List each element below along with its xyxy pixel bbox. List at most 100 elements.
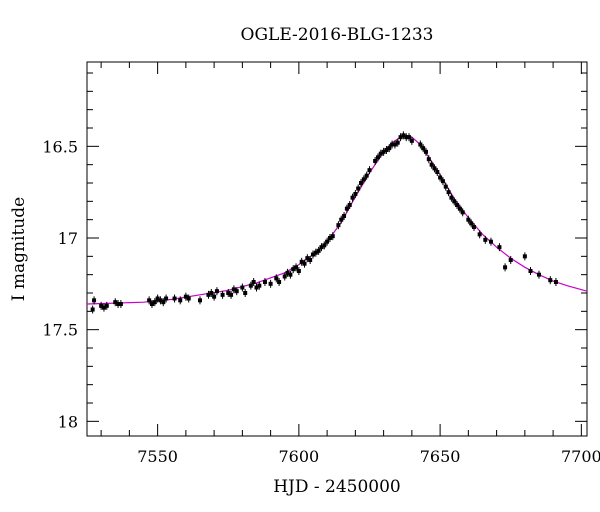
data-point [209, 289, 214, 297]
data-point [330, 232, 335, 241]
data-point [164, 294, 169, 303]
data-point [432, 164, 437, 173]
data-point [197, 296, 202, 305]
data-point [449, 193, 454, 202]
data-point [508, 256, 513, 264]
data-point [457, 204, 462, 213]
data-point [268, 279, 273, 288]
data-point [466, 215, 471, 224]
data-point [214, 287, 219, 296]
data-point [342, 212, 347, 220]
x-tick-label: 7650 [420, 447, 461, 466]
data-point [277, 278, 282, 286]
data-point [378, 149, 383, 158]
data-point [310, 250, 315, 259]
y-tick-label: 18 [58, 412, 78, 431]
data-point [172, 294, 177, 303]
data-point [296, 267, 301, 275]
data-point [375, 153, 380, 162]
data-point [282, 272, 287, 281]
data-point [147, 296, 152, 305]
data-point [503, 263, 508, 272]
data-point [392, 140, 397, 149]
data-point [387, 144, 392, 153]
data-point [291, 265, 296, 274]
data-point [319, 243, 324, 252]
data-point [438, 173, 443, 182]
data-point [212, 292, 217, 301]
data-point [231, 285, 236, 294]
tick-labels: 7550 7600 7650 7700 16.5 17 17.5 18 [42, 137, 600, 466]
data-point [248, 281, 253, 290]
data-point [548, 276, 553, 285]
data-point [186, 294, 191, 303]
data-point [483, 235, 488, 244]
data-point [477, 230, 482, 239]
data-point [421, 144, 426, 153]
data-point [395, 138, 400, 147]
data-point [373, 157, 378, 165]
data-point [262, 278, 267, 286]
data-point [522, 252, 527, 261]
data-point [240, 283, 245, 292]
data-point [359, 179, 364, 187]
data-point [536, 270, 541, 279]
data-point [316, 246, 321, 255]
data-point [353, 190, 358, 198]
x-tick-label: 7550 [137, 447, 178, 466]
y-axis-title: I magnitude [9, 197, 29, 301]
y-tick-label: 17 [58, 229, 78, 248]
data-point [99, 301, 104, 310]
data-point [390, 140, 395, 149]
data-point [469, 219, 474, 228]
data-point [429, 160, 434, 169]
data-point [423, 147, 428, 156]
y-tick-label: 16.5 [42, 137, 78, 156]
model-layer [86, 134, 588, 305]
data-point [158, 296, 163, 305]
data-point [101, 303, 106, 312]
data-point [90, 305, 95, 314]
data-point [339, 215, 344, 224]
data-point [488, 237, 493, 246]
data-point [299, 257, 304, 266]
data-point [313, 248, 318, 257]
x-tick-label: 7600 [279, 447, 320, 466]
data-point [356, 184, 361, 193]
data-point [294, 263, 299, 272]
data-point [446, 188, 451, 197]
data-point [243, 289, 248, 297]
data-points [90, 131, 558, 314]
data-point [116, 300, 121, 308]
data-point [336, 221, 341, 230]
data-point [305, 254, 310, 263]
data-point [178, 296, 183, 305]
axis-ticks [87, 62, 587, 436]
data-point [226, 289, 231, 297]
data-point [234, 287, 239, 296]
data-point [350, 193, 355, 202]
plot-frame [86, 61, 588, 437]
data-point [472, 223, 477, 231]
data-point [155, 294, 160, 303]
data-point [455, 201, 460, 209]
data-point [288, 270, 293, 279]
data-point [327, 234, 332, 242]
x-axis-title: HJD - 2450000 [273, 477, 401, 497]
model-curve [86, 134, 588, 305]
data-point [257, 281, 262, 290]
data-point [322, 241, 327, 250]
data-point [553, 278, 558, 286]
data-point [161, 298, 166, 307]
data-point [183, 292, 188, 301]
data-point [528, 267, 533, 275]
data-point [435, 168, 440, 176]
data-point [440, 177, 445, 186]
data-point [118, 300, 123, 308]
data-point [443, 182, 448, 191]
data-point [452, 197, 457, 206]
data-point [325, 237, 330, 246]
data-point [229, 290, 234, 299]
data-point [361, 175, 366, 184]
data-point [254, 283, 259, 292]
